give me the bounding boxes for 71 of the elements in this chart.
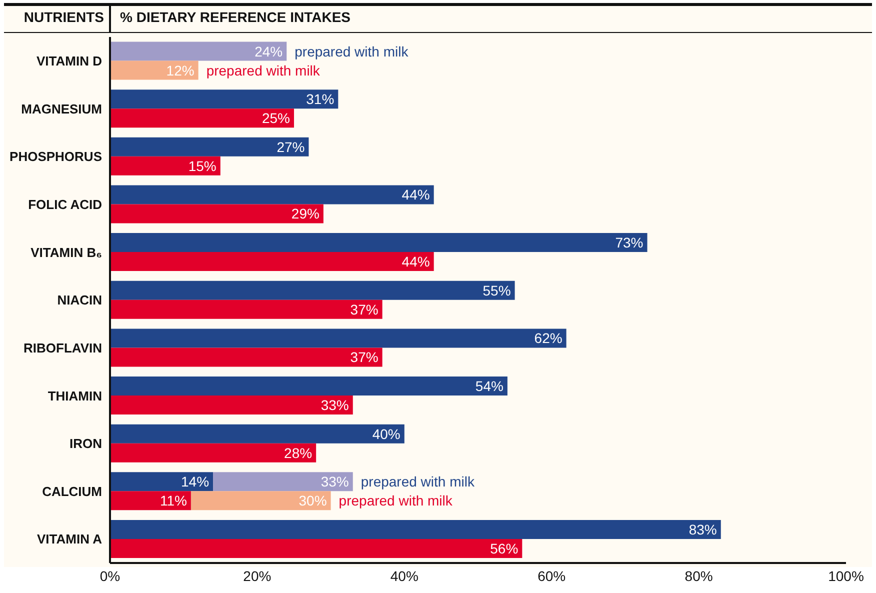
data-label: 62% [534, 330, 562, 346]
bar [110, 185, 434, 204]
bar [110, 60, 198, 80]
bar [110, 491, 191, 510]
data-label: 73% [615, 234, 644, 251]
data-label: 15% [188, 158, 216, 174]
bar [110, 348, 382, 367]
data-label: 27% [276, 138, 305, 155]
bar [110, 280, 515, 300]
y-tick-label: FOLIC ACID [28, 196, 102, 212]
bar [110, 376, 508, 396]
bar [110, 108, 294, 128]
bar [110, 42, 287, 61]
data-label: 28% [284, 444, 312, 461]
bar [110, 328, 566, 348]
x-tick-label: 40% [390, 568, 418, 584]
y-tick-label: RIBOFLAVIN [24, 340, 102, 356]
data-label: 37% [350, 349, 378, 366]
bar [110, 424, 404, 444]
data-label: 40% [372, 426, 400, 442]
bar [213, 472, 353, 492]
bar [110, 156, 220, 176]
bar [110, 233, 648, 252]
data-label: 29% [291, 206, 320, 222]
bar [110, 204, 324, 224]
data-label: 14% [181, 474, 210, 490]
data-label: 37% [350, 301, 378, 318]
bar [110, 396, 353, 415]
data-label: 44% [402, 254, 430, 270]
y-tick-label: CALCIUM [42, 484, 102, 499]
bar [110, 472, 214, 492]
x-tick-label: 80% [684, 568, 713, 584]
data-label: 30% [298, 492, 327, 509]
x-tick-label: 100% [828, 568, 864, 584]
bar [110, 137, 309, 156]
series-label: prepared with milk [294, 43, 410, 60]
y-tick-label: IRON [70, 436, 102, 452]
bar [110, 252, 434, 272]
bar [110, 520, 721, 539]
text: prepared with milk [338, 492, 452, 509]
x-tick-label: 20% [243, 568, 272, 584]
data-label: 83% [688, 521, 717, 538]
series-label: prepared with milk [206, 62, 321, 78]
bar [110, 443, 316, 462]
text: prepared with milk [360, 474, 474, 490]
x-tick-label: 0% [100, 568, 120, 584]
x-tick-label: 60% [538, 568, 566, 584]
data-label: 11% [160, 492, 187, 509]
bar [110, 538, 522, 558]
bar [190, 491, 331, 510]
data-label: 24% [254, 43, 283, 60]
data-label: 31% [306, 91, 334, 108]
y-tick-label: VITAMIN A [37, 532, 103, 547]
bar [110, 300, 382, 319]
data-label: 56% [490, 540, 518, 556]
data-label: 25% [262, 110, 290, 126]
data-label: 33% [320, 474, 349, 490]
y-tick-label: PHOSPHORUS [10, 149, 102, 164]
data-label: 44% [402, 186, 430, 203]
y-axis-title: NUTRIENTS [22, 9, 104, 25]
data-label: 54% [475, 378, 504, 394]
y-tick-label: NIACIN [57, 292, 102, 308]
y-tick-label: VITAMIN D [36, 54, 102, 69]
data-label: 33% [320, 397, 349, 414]
data-label: 55% [482, 282, 511, 298]
y-tick-label: MAGNESIUM [21, 101, 102, 116]
y-tick-label: THIAMIN [48, 388, 102, 404]
y-tick-label: VITAMIN B₆ [30, 244, 102, 260]
data-label: 12% [166, 62, 194, 78]
bar [110, 90, 338, 109]
x-axis-title: % DIETARY REFERENCE INTAKES [120, 9, 351, 25]
